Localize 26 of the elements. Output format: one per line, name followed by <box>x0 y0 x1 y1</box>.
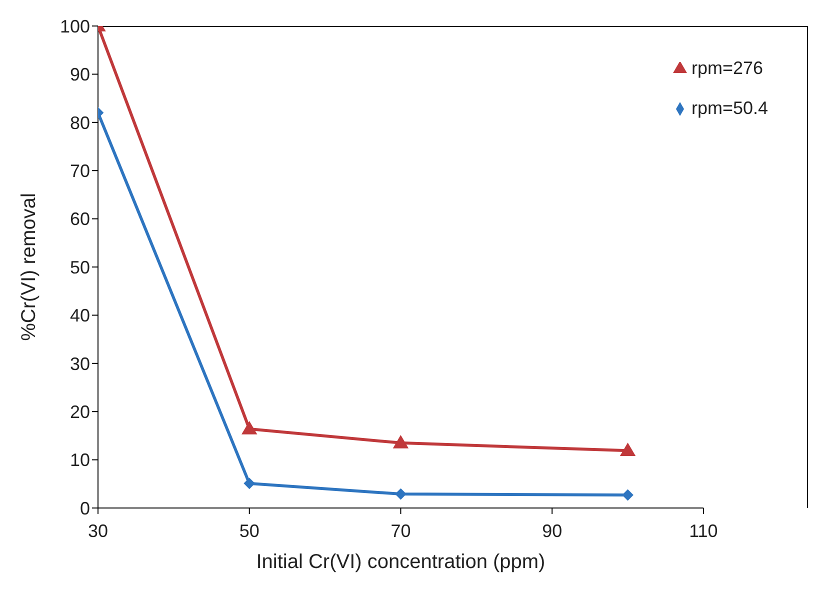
y-tick-label: 50 <box>70 257 90 278</box>
y-tick-label: 80 <box>70 112 90 133</box>
x-tick-label: 30 <box>88 520 108 541</box>
point <box>244 478 255 489</box>
point <box>242 421 257 434</box>
point <box>395 488 406 500</box>
point <box>620 443 636 456</box>
x-axis-title: Initial Cr(VI) concentration (ppm) <box>256 551 546 573</box>
y-tick-label: 90 <box>70 64 90 85</box>
y-tick-label: 20 <box>70 402 90 422</box>
y-tick-label: 70 <box>70 160 90 181</box>
legend-label: rpm=276 <box>691 58 763 78</box>
legend-label: rpm=50.4 <box>691 98 768 118</box>
y-tick-label: 30 <box>70 354 90 374</box>
y-tick-label: 100 <box>60 16 90 36</box>
point <box>393 435 408 448</box>
x-tick-label: 70 <box>390 520 411 541</box>
point <box>622 489 634 500</box>
y-tick-label: 0 <box>80 498 90 518</box>
y-tick-label: 60 <box>70 209 90 230</box>
x-tick-label: 110 <box>689 520 718 541</box>
x-tick-label: 90 <box>542 520 562 541</box>
y-tick-label: 10 <box>70 450 90 470</box>
y-tick-label: 40 <box>70 306 90 326</box>
y-axis-title: %Cr(VI) removal <box>18 193 40 341</box>
x-tick-label: 50 <box>239 520 260 541</box>
